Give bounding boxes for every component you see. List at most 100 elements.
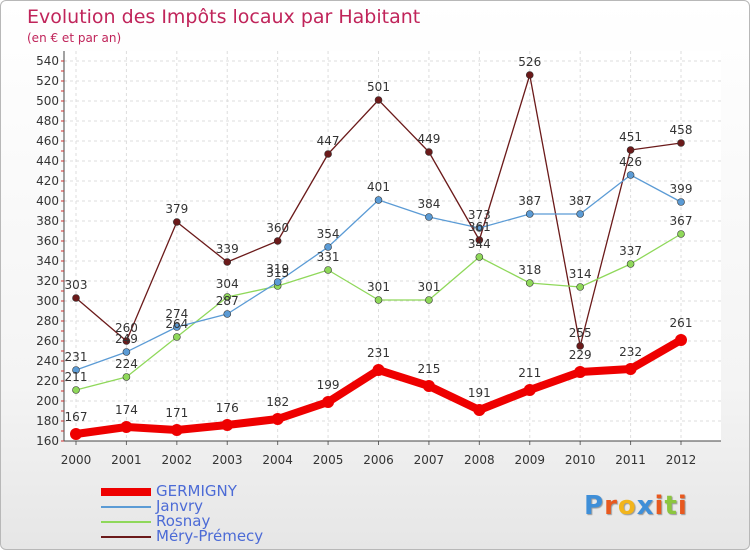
data-point <box>374 96 383 104</box>
data-point <box>473 404 486 416</box>
data-label: 339 <box>216 242 239 256</box>
data-label: 401 <box>367 180 390 194</box>
data-point <box>576 342 584 350</box>
y-tick-label: 440 <box>36 154 59 168</box>
y-tick-label: 420 <box>36 174 59 188</box>
data-label: 260 <box>115 321 138 335</box>
x-tick-label: 2005 <box>313 453 344 467</box>
data-label: 426 <box>619 155 642 169</box>
y-tick-label: 400 <box>36 194 59 208</box>
x-tick-label: 2009 <box>514 453 545 467</box>
data-point <box>475 253 484 261</box>
y-tick-label: 540 <box>36 54 59 68</box>
data-point <box>624 363 637 375</box>
y-tick-label: 300 <box>36 294 59 308</box>
data-point <box>221 419 234 431</box>
data-label: 384 <box>417 197 440 211</box>
y-tick-label: 520 <box>36 74 59 88</box>
data-label: 211 <box>518 366 541 380</box>
legend-label: GERMIGNY <box>156 482 237 500</box>
data-point <box>271 413 284 425</box>
data-point <box>675 334 687 346</box>
logo-letter: r <box>604 491 618 521</box>
data-label: 318 <box>518 263 541 277</box>
y-tick-label: 200 <box>36 394 59 408</box>
data-label: 176 <box>216 401 239 415</box>
data-label: 215 <box>417 362 440 376</box>
data-point <box>72 386 80 394</box>
legend-swatch <box>101 506 151 508</box>
data-point <box>425 296 433 304</box>
data-label: 231 <box>367 346 390 360</box>
data-point <box>170 424 183 436</box>
y-tick-label: 500 <box>36 94 59 108</box>
data-point <box>223 258 232 266</box>
x-tick-label: 2010 <box>565 453 596 467</box>
data-label: 314 <box>569 267 592 281</box>
x-tick-label: 2007 <box>414 453 445 467</box>
data-label: 361 <box>468 220 491 234</box>
legend-label: Méry-Prémecy <box>156 527 264 545</box>
data-label: 171 <box>165 406 188 420</box>
data-point <box>374 196 383 204</box>
data-label: 354 <box>317 227 340 241</box>
data-label: 264 <box>165 317 188 331</box>
y-tick-label: 320 <box>36 274 59 288</box>
data-label: 344 <box>468 237 491 251</box>
y-tick-label: 220 <box>36 374 59 388</box>
data-point <box>122 348 131 356</box>
chart-subtitle: (en € et par an) <box>27 31 122 45</box>
x-tick-label: 2004 <box>262 453 293 467</box>
proxiti-logo: Proxiti <box>584 491 688 521</box>
data-label: 191 <box>468 386 491 400</box>
data-point <box>576 210 584 218</box>
y-tick-label: 160 <box>36 434 59 448</box>
data-point <box>322 396 335 408</box>
data-label: 367 <box>670 214 693 228</box>
legend-label: Janvry <box>156 497 204 515</box>
data-label: 360 <box>266 221 289 235</box>
data-point <box>273 278 282 286</box>
data-label: 337 <box>619 244 642 258</box>
x-tick-label: 2011 <box>615 453 646 467</box>
data-point <box>425 148 433 156</box>
data-point <box>372 364 385 376</box>
data-point <box>574 366 587 378</box>
data-label: 449 <box>417 132 440 146</box>
x-tick-label: 2006 <box>363 453 394 467</box>
data-label: 331 <box>317 250 340 264</box>
x-tick-label: 2002 <box>162 453 193 467</box>
data-point <box>475 224 484 232</box>
logo-letter: t <box>664 491 678 521</box>
legend-swatch <box>101 521 151 523</box>
data-point <box>425 213 433 221</box>
data-point <box>173 323 181 331</box>
x-tick-label: 2000 <box>61 453 92 467</box>
data-point <box>422 380 435 392</box>
data-point <box>173 333 181 341</box>
y-tick-label: 340 <box>36 254 59 268</box>
data-label: 232 <box>619 345 642 359</box>
data-label: 255 <box>569 326 592 340</box>
data-point <box>273 237 282 245</box>
series-lines <box>70 71 687 440</box>
data-label: 261 <box>670 316 693 330</box>
data-point <box>626 171 635 179</box>
data-label: 211 <box>65 370 88 384</box>
data-label: 373 <box>468 208 491 222</box>
data-point <box>523 384 536 396</box>
y-tick-label: 380 <box>36 214 59 228</box>
logo-letter: o <box>617 491 637 521</box>
logo-letter: i <box>677 491 688 521</box>
data-label: 379 <box>165 202 188 216</box>
data-label: 182 <box>266 395 289 409</box>
data-label: 199 <box>317 378 340 392</box>
data-label: 287 <box>216 294 239 308</box>
data-point <box>576 283 584 291</box>
data-label: 301 <box>417 280 440 294</box>
data-point <box>677 139 685 147</box>
data-label: 451 <box>619 130 642 144</box>
x-tick-label: 2012 <box>666 453 697 467</box>
